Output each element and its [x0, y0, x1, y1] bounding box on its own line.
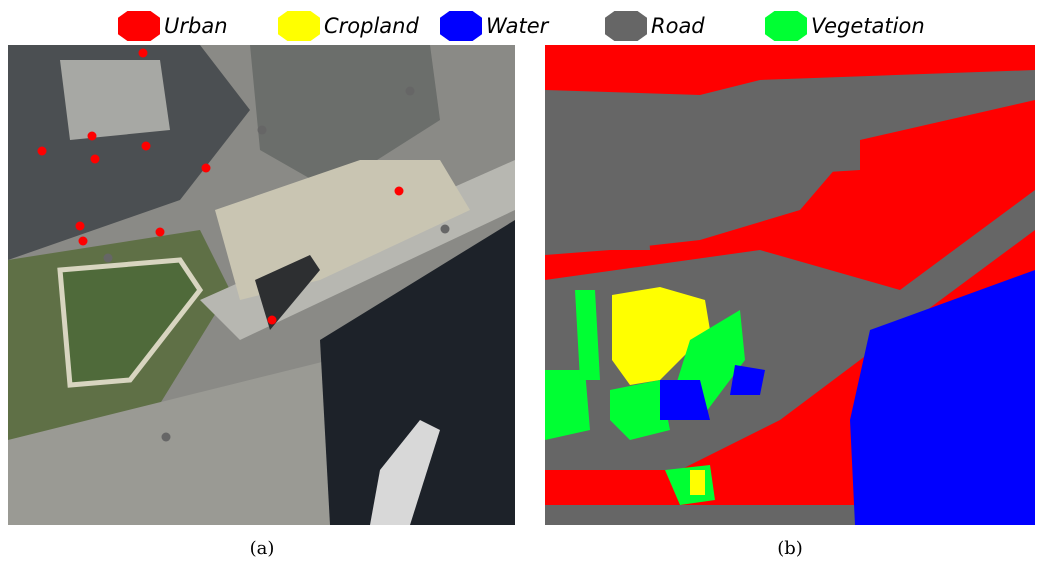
legend-label: Water	[486, 14, 550, 38]
figure-canvas: Urban Cropland Water Road Vegetation (a) (b)	[0, 0, 1040, 570]
urban-sample	[88, 132, 97, 141]
legend-swatch	[278, 11, 320, 41]
urban-sample	[142, 142, 151, 151]
urban-sample	[395, 187, 404, 196]
legend-label: Vegetation	[811, 14, 925, 38]
satellite-image	[8, 45, 515, 525]
road-sample	[104, 254, 113, 263]
urban-sample	[79, 237, 88, 246]
legend-swatch	[440, 11, 482, 41]
urban-sample	[76, 222, 85, 231]
road-sample	[258, 126, 267, 135]
legend-label: Urban	[164, 14, 228, 38]
legend-swatch	[118, 11, 160, 41]
legend-label: Road	[651, 14, 705, 38]
urban-sample	[202, 164, 211, 173]
caption: (a)	[250, 538, 275, 559]
legend: Urban Cropland Water Road Vegetation	[118, 11, 925, 41]
caption: (b)	[777, 538, 803, 559]
legend-swatch	[765, 11, 807, 41]
urban-sample	[91, 155, 100, 164]
urban-sample	[268, 316, 277, 325]
captions: (a) (b)	[250, 538, 803, 559]
road-sample	[406, 87, 415, 96]
road-sample	[441, 225, 450, 234]
classification-map	[545, 45, 1035, 525]
legend-swatch	[605, 11, 647, 41]
urban-sample	[38, 147, 47, 156]
urban-sample	[156, 228, 165, 237]
legend-label: Cropland	[324, 14, 419, 38]
urban-sample	[139, 49, 148, 58]
figure: Urban Cropland Water Road Vegetation (a) (b)	[0, 0, 1040, 570]
road-sample	[162, 433, 171, 442]
